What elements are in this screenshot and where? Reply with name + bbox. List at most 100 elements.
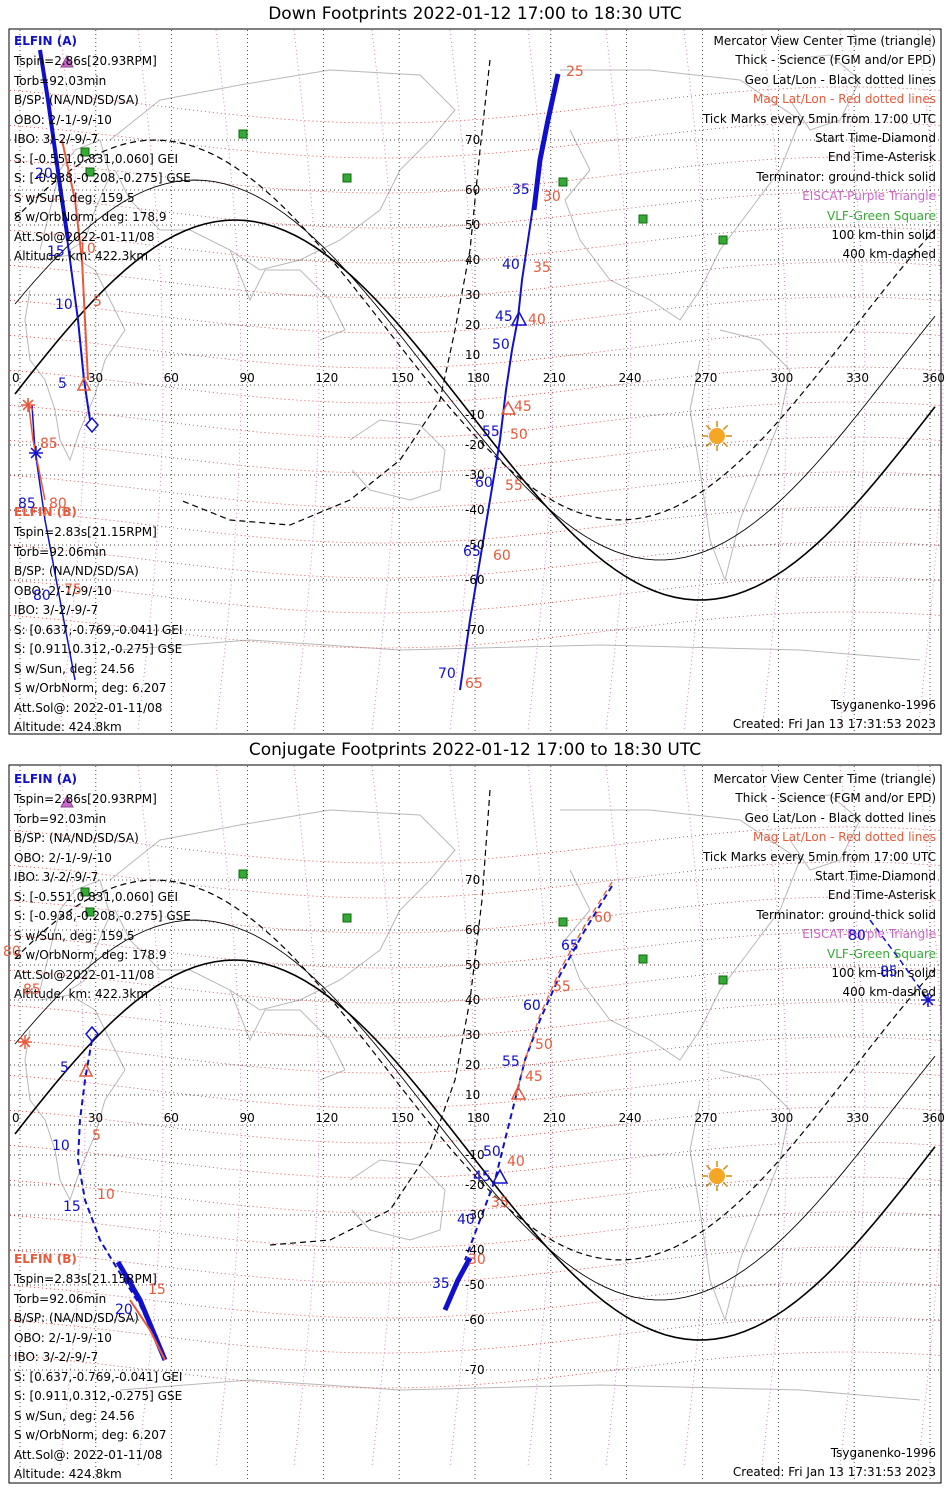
mag-meridian: [449, 765, 476, 1467]
lon-tick-label: 210: [542, 1111, 566, 1125]
lon-tick-label: 150: [391, 1111, 415, 1125]
sat-b-info-line: S: [0.911,0.312,-0.275] GSE: [14, 1389, 183, 1403]
vlf-square: [718, 975, 728, 985]
terminator-line: [14, 959, 936, 1341]
elfin-a-science-segment: [442, 1256, 473, 1311]
elfin-b-science-red: [129, 1299, 166, 1361]
panel-title-down: Down Footprints 2022-01-12 17:00 to 18:3…: [268, 4, 682, 24]
vlf-square: [718, 235, 728, 245]
sat-b-info-line: S w/Sun, deg: 24.56: [14, 1408, 135, 1423]
lat-tick-label: 10: [465, 1088, 481, 1102]
mag-meridian: [839, 29, 866, 731]
end-asterisk: [921, 993, 935, 1007]
vlf-square: [85, 907, 95, 917]
track-time-label: 35: [491, 1195, 509, 1211]
sat-b-info-line: S: [0.911,0.312,-0.275] GSE: [14, 642, 183, 656]
track-time-label: 45: [473, 1169, 491, 1185]
sat-b-info-line: B/SP: (NA/ND/SD/SA): [14, 1311, 139, 1325]
sat-a-info-line: B/SP: (NA/ND/SD/SA): [14, 93, 139, 107]
vlf-square: [238, 869, 248, 879]
lat-tick-label: -60: [465, 1313, 485, 1327]
mag-meridians: [59, 765, 944, 1467]
mag-meridians: [59, 29, 944, 731]
legend-entry: Terminator: ground-thick solid: [756, 169, 936, 184]
sat-a-info-line: IBO: 3/-2/-9/-7: [14, 132, 99, 146]
lat-tick-label: -30: [465, 1208, 485, 1222]
lon-tick-label: 0: [12, 371, 20, 385]
center-time-triangle: [78, 1062, 94, 1077]
lon-tick-label: 0: [12, 1111, 20, 1125]
sat-a-info-line: S w/OrbNorm, deg: 178.9: [14, 210, 167, 224]
sat-b-info-line: Att.Sol@: 2022-01-11/08: [14, 700, 163, 715]
track-time-label: 35: [512, 182, 530, 198]
landmass-outline: [109, 69, 456, 271]
end-asterisk: [21, 398, 35, 412]
track-time-label: 5: [92, 1128, 101, 1144]
legend-entry: EISCAT-Purple Triangle: [802, 189, 936, 204]
track-time-label: 80: [3, 944, 21, 960]
lat-tick-label: 70: [465, 873, 481, 887]
vlf-square: [558, 917, 568, 927]
lon-tick-label: 270: [694, 371, 718, 385]
sun-icon: [702, 421, 732, 451]
sun-ray: [705, 1164, 712, 1171]
mag-meridian: [917, 765, 944, 1467]
legend-entry: Thick - Science (FGM and/or EPD): [735, 53, 936, 68]
map-conjugate: [9, 765, 944, 1482]
center-time-triangle: [76, 376, 92, 391]
lat-tick-label: -30: [465, 468, 485, 482]
lat-tick-label: -40: [465, 1243, 485, 1257]
lon-tick-label: 360: [922, 1111, 945, 1125]
sun-ray: [722, 424, 729, 431]
eiscat-triangle: [60, 54, 74, 68]
elfin-b-track-south: [31, 404, 76, 681]
legend-entry: Geo Lat/Lon - Black dotted lines: [744, 72, 936, 87]
track-time-label: 35: [533, 260, 551, 276]
track-time-label: 85: [18, 496, 36, 512]
vlf-square: [638, 214, 648, 224]
vlf-square: [638, 954, 648, 964]
elfin-b-track-red: [61, 139, 89, 381]
mag-meridian: [293, 765, 320, 1467]
legend-entry: 100 km-thin solid: [831, 228, 936, 242]
sun-ray: [722, 1164, 729, 1171]
track-time-label: 80: [848, 928, 866, 944]
lat-tick-label: 20: [465, 318, 481, 332]
map-down: [9, 29, 944, 733]
track-time-label: 70: [438, 666, 456, 682]
track-time-label: 50: [492, 337, 510, 353]
sat-a-info-line: Tspin=2.86s[20.93RPM]: [14, 54, 157, 68]
landmass-outline: [689, 329, 791, 582]
track-time-label: 55: [482, 424, 500, 440]
track-time-label: 40: [457, 1212, 475, 1228]
landmass-outline: [119, 1379, 921, 1401]
created-timestamp: Created: Fri Jan 13 17:31:53 2023: [732, 1465, 936, 1479]
lon-tick-label: 90: [239, 1111, 255, 1125]
legend-entry: Terminator: ground-thick solid: [756, 907, 936, 922]
sat-a-name: ELFIN (A): [14, 34, 77, 48]
lon-tick-label: 300: [770, 1111, 794, 1125]
landmass-outline: [119, 639, 921, 661]
landmass-outline: [229, 249, 346, 341]
track-time-label: 60: [475, 475, 493, 491]
end-asterisk: [29, 446, 43, 460]
elfin-a-track-east: [869, 919, 929, 1001]
lat-tick-label: 40: [465, 993, 481, 1007]
sat-a-info-line: S w/Sun, deg: 159.5: [14, 928, 135, 943]
lon-tick-label: 30: [87, 1111, 104, 1125]
sat-a-info-line: Altitude, km: 422.3km: [14, 249, 149, 263]
mag-meridian: [215, 29, 242, 731]
lat-tick-label: 20: [465, 1058, 481, 1072]
mag-meridian: [605, 29, 632, 731]
legend-entry: Geo Lat/Lon - Black dotted lines: [744, 810, 936, 825]
track-time-label: 50: [510, 427, 528, 443]
track-time-label: 60: [493, 548, 511, 564]
landmass-outline: [560, 69, 801, 321]
model-credit: Tsyganenko-1996: [830, 1446, 936, 1460]
elfin-b-conj-track: [76, 1039, 166, 1361]
legend-entry: End Time-Asterisk: [827, 150, 936, 165]
landmass-outline: [349, 419, 446, 501]
track-time-label: 65: [561, 938, 579, 954]
track-time-label: 5: [93, 294, 102, 310]
legend-entry: Start Time-Diamond: [814, 869, 936, 883]
